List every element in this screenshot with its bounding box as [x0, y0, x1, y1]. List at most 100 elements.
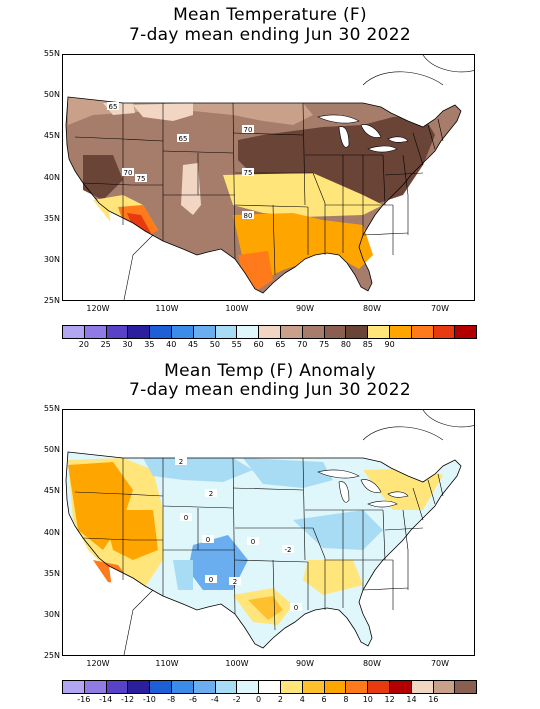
anomaly-newmexico-cool: [173, 560, 193, 590]
legend-swatch: [84, 681, 107, 693]
legend-label: 14: [406, 695, 417, 704]
map2-contour-label: 0: [247, 537, 259, 546]
svg-text:2: 2: [209, 490, 213, 498]
legend-swatch: [259, 326, 281, 338]
legend-swatch: [302, 326, 325, 338]
great-lake: [338, 126, 350, 148]
legend-label: -8: [167, 695, 176, 704]
svg-text:-2: -2: [285, 546, 292, 554]
lon-label: 100W: [225, 304, 249, 313]
legend-swatch: [389, 681, 412, 693]
legend-swatch: [411, 326, 434, 338]
state-borders: [74, 102, 444, 276]
lon-label: 70W: [430, 659, 450, 668]
svg-text:75: 75: [137, 175, 146, 183]
map1-subtitle: 7-day mean ending Jun 30 2022: [129, 25, 411, 45]
legend-swatch: [128, 326, 151, 338]
legend-label: 8: [343, 695, 349, 704]
great-lake: [317, 469, 360, 479]
lon-label: 100W: [225, 659, 249, 668]
legend-label: -6: [189, 695, 198, 704]
map1-temperature-map: 65 65 70 70 75 75 80: [63, 55, 474, 300]
lon-label: 90W: [295, 659, 315, 668]
legend-swatch: [237, 326, 260, 338]
us-coastline: [65, 451, 462, 649]
legend-swatch: [150, 681, 172, 693]
legend-label: 45: [187, 340, 199, 349]
us-coastline: [65, 96, 462, 294]
map2-contour-label: 0: [205, 575, 217, 584]
lon-label: 110W: [155, 659, 179, 668]
anomaly-southern-plains-cool: [188, 535, 248, 590]
great-lake: [360, 479, 382, 493]
map2-contour-label: 0: [290, 603, 302, 612]
gulf-mask: [263, 253, 363, 300]
map1-title: Mean Temperature (F): [173, 5, 367, 25]
map1-contour-label: 70: [122, 168, 134, 177]
map1-legend-labels: 20 25 30 35 40 45 50 55 60 65 70 75 80 85 90: [62, 340, 477, 350]
legend-swatch: [324, 681, 347, 693]
legend-label: 65: [275, 340, 286, 349]
legend-label: 0: [256, 695, 262, 704]
anomaly-northcentral-cool: [243, 458, 333, 488]
lat-label: 45N: [43, 131, 60, 141]
us-land: [66, 452, 461, 648]
legend-label: 10: [362, 695, 373, 704]
legend-label: 2: [277, 695, 283, 704]
map2-contour-label: 2: [229, 577, 241, 586]
legend-label: -4: [210, 695, 219, 704]
svg-text:0: 0: [294, 604, 298, 612]
svg-text:0: 0: [251, 538, 255, 546]
region-texas-hottest: [238, 251, 273, 290]
map2-contour-label: 0: [202, 535, 214, 544]
anomaly-ohio-cool: [293, 510, 383, 550]
legend-label: 30: [122, 340, 133, 349]
legend-swatch: [346, 681, 369, 693]
legend-swatch: [302, 681, 325, 693]
legend-label: -2: [232, 695, 241, 704]
legend-swatch: [106, 326, 129, 338]
legend-label: 90: [384, 340, 395, 349]
canada-mask: [68, 410, 474, 482]
legend-swatch: [63, 681, 85, 693]
lon-label: 120W: [86, 659, 110, 668]
great-lake: [387, 491, 409, 498]
state-borders: [74, 457, 444, 631]
legend-label: 80: [340, 340, 352, 349]
svg-text:70: 70: [244, 126, 253, 134]
legend-label: 40: [166, 340, 177, 349]
svg-text:0: 0: [206, 536, 210, 544]
map2-contour-label: 0: [180, 513, 192, 522]
mexico-mask: [109, 566, 262, 655]
map1-contour-label: 75: [242, 168, 254, 177]
great-lake: [338, 481, 350, 503]
lat-label: 40N: [43, 172, 60, 182]
legend-swatch: [259, 681, 281, 693]
lat-label: 45N: [43, 486, 60, 496]
lon-label: 80W: [362, 304, 382, 313]
svg-text:0: 0: [209, 576, 213, 584]
anomaly-greatbasin-warmer: [103, 510, 158, 560]
legend-label: -14: [99, 695, 113, 704]
legend-swatch: [368, 326, 390, 338]
lon-label: 70W: [430, 304, 450, 313]
great-lake: [360, 124, 382, 138]
legend-swatch: [280, 326, 303, 338]
legend-swatch: [150, 326, 172, 338]
legend-label: -16: [77, 695, 91, 704]
svg-text:65: 65: [179, 135, 188, 143]
legend-label: 20: [78, 340, 89, 349]
svg-text:2: 2: [179, 458, 183, 466]
lat-label: 35N: [43, 213, 60, 223]
legend-swatch: [128, 681, 151, 693]
legend-swatch: [411, 681, 434, 693]
map1-color-legend: [62, 325, 477, 339]
legend-swatch: [433, 326, 456, 338]
legend-label: 16: [428, 695, 439, 704]
legend-swatch: [433, 681, 456, 693]
legend-swatch: [106, 681, 129, 693]
legend-swatch: [215, 326, 238, 338]
anomaly-southeast-warm: [303, 560, 363, 595]
map2-title: Mean Temp (F) Anomaly: [164, 361, 376, 381]
map2-contour-label: 2: [205, 489, 217, 498]
